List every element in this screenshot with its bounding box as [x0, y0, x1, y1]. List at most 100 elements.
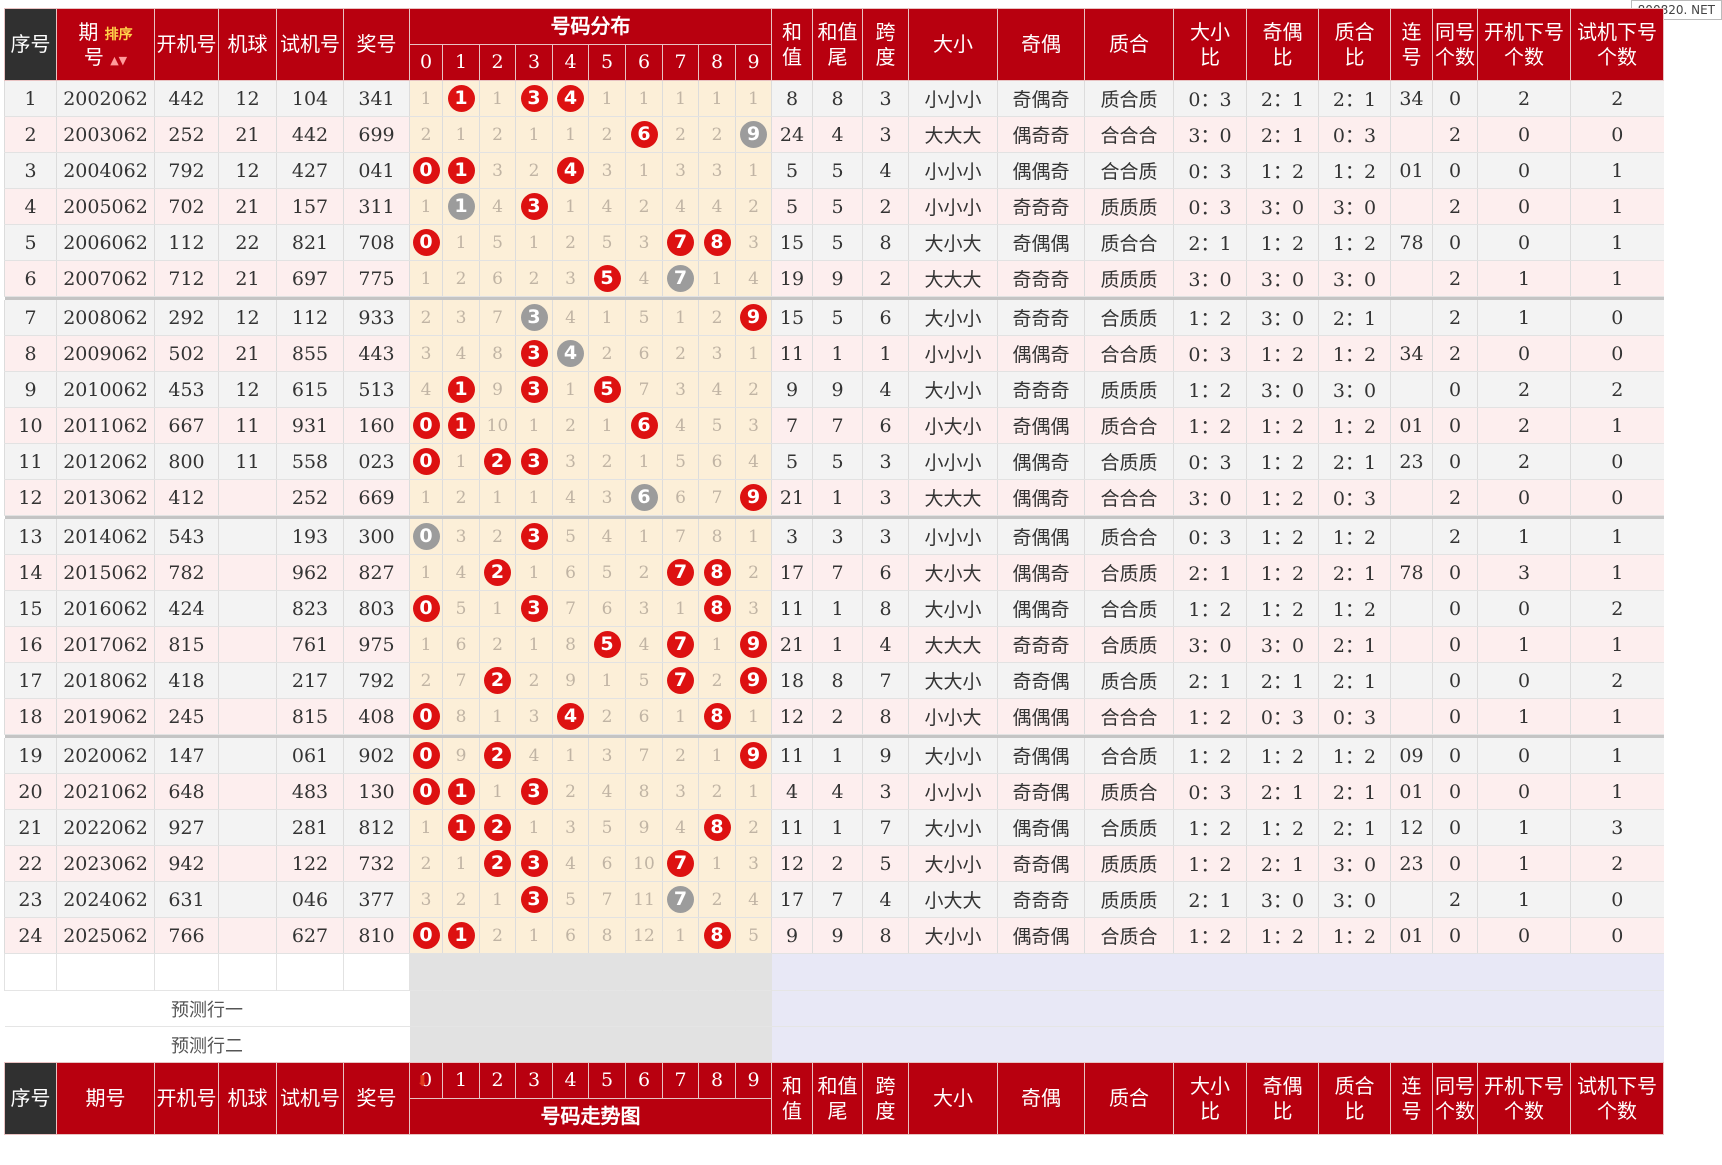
prediction-distribution-cell[interactable]	[662, 1026, 699, 1063]
input-distribution-cell[interactable]	[698, 953, 736, 991]
prediction-distribution-cell[interactable]	[588, 1026, 626, 1063]
table-row[interactable]: 16 2017062 815 761 975 1 6 2 1 8 5 4 7 1 9 21 1 4 大大大 奇奇奇 合质…	[4, 626, 1664, 663]
prediction-distribution-cell[interactable]	[625, 990, 663, 1027]
prediction-distribution-cell[interactable]	[735, 990, 772, 1027]
table-row[interactable]: 7 2008062 292 12 112 933 2 3 7 3 4 1 5 1 2 9 15 5 6 大小小 奇奇奇合…	[4, 300, 1664, 336]
table-row[interactable]: 4 2005062 702 21 157 311 1 1 4 3 1 4 2 4 4 2 5 5 2 小小小 奇奇奇 质质…	[4, 188, 1664, 225]
input-distribution-cell[interactable]	[515, 953, 553, 991]
group-separator-cell	[4, 515, 1664, 519]
odd-even-pattern-cell: 偶偶奇	[997, 554, 1085, 591]
table-row[interactable]: 22 2023062 942 122 732 2 1 2 3 4 6 10 7 1 3 12 2 5 大小小 奇奇偶质…	[4, 845, 1664, 882]
prediction-distribution-cell[interactable]	[515, 1026, 553, 1063]
omission-count: 4	[675, 196, 686, 217]
table-row[interactable]: 3 2004062 792 12 427 041 0 1 3 2 4 3 1 3 3 1 5 5 4 小小小 偶偶奇 合合…	[4, 152, 1664, 189]
draw-number-cell: 442	[154, 80, 219, 117]
table-row[interactable]: 2 2003062 252 21 442 699 2 1 2 1 1 2 6 2 2 9 24 4 3 大大大 偶奇奇合…	[4, 116, 1664, 153]
input-cell[interactable]	[343, 953, 410, 991]
omission-count: 1	[492, 88, 503, 109]
table-row[interactable]: 20 2021062 648 483 130 0 1 1 3 2 4 8 3 2 1 4 4 3 小小小 奇奇偶 质质合…	[4, 773, 1664, 810]
prime-ratio-cell: 1：2	[1318, 738, 1391, 774]
input-distribution-cell[interactable]	[735, 953, 772, 991]
prediction-distribution-cell[interactable]	[442, 1026, 480, 1063]
table-row[interactable]: 14 2015062 782 962 827 1 4 2 1 6 5 2 7 8 2 17 7 6 大小大 偶偶奇 合质…	[4, 554, 1664, 591]
prediction-row[interactable]: 预测行一	[4, 990, 1664, 1027]
input-distribution-cell[interactable]	[588, 953, 626, 991]
prediction-distribution-cell[interactable]	[698, 1026, 736, 1063]
prediction-row[interactable]: 预测行二	[4, 1026, 1664, 1063]
distribution-cell: 1	[662, 80, 699, 117]
input-cell[interactable]	[4, 953, 57, 991]
table-row[interactable]: 1 2002062 442 12 104 341 1 1 1 3 4 1 1 1 1 1 8 8 3 小小小 奇偶奇 质合…	[4, 80, 1664, 117]
prediction-distribution-cell[interactable]	[588, 990, 626, 1027]
input-distribution-cell[interactable]	[552, 953, 589, 991]
table-row[interactable]: 17 2018062 418 217 792 2 7 2 2 9 1 5 7 2 9 18 8 7 大大小 奇奇偶 质合…	[4, 662, 1664, 699]
input-distribution-cell[interactable]	[442, 953, 480, 991]
footer-machine-ball-header-text: 机球	[227, 1086, 268, 1110]
sort-arrows-icon[interactable]: ▲▼	[110, 53, 128, 67]
size-ratio-cell: 1：2	[1173, 845, 1247, 882]
omission-count: 3	[601, 745, 613, 766]
prediction-distribution-cell[interactable]	[515, 990, 553, 1027]
prediction-distribution-cell[interactable]	[625, 1026, 663, 1063]
drawn-ball-icon: 1	[447, 778, 475, 805]
table-row[interactable]: 8 2009062 502 21 855 443 3 4 8 3 4 2 6 2 3 1 11 1 1 小小小 偶偶奇合…	[4, 335, 1664, 372]
draw-number-cell: 424	[154, 590, 219, 627]
input-cell[interactable]	[218, 953, 277, 991]
size-pattern-cell: 大小小	[908, 300, 998, 336]
input-distribution-cell[interactable]	[479, 953, 516, 991]
footer-sum-header: 和值	[771, 1062, 813, 1135]
table-row[interactable]: 11 2012062 800 11 558 023 0 1 2 3 3 2 1 5 6 4 5 5 3 小小小 偶偶奇合…	[4, 443, 1664, 480]
sum-cell: 5	[771, 188, 813, 225]
prediction-distribution-cell[interactable]	[552, 990, 589, 1027]
table-row[interactable]: 21 2022062 927 281 812 1 1 2 1 3 5 9 4 8 2 11 1 7 大小小 偶奇偶 合质…	[4, 809, 1664, 846]
distribution-cell: 1	[625, 519, 663, 555]
input-cell[interactable]	[276, 953, 344, 991]
same-count-cell: 2	[1432, 479, 1478, 516]
input-row[interactable]	[4, 953, 1664, 991]
prediction-distribution-cell[interactable]	[442, 990, 480, 1027]
draw-next-count-cell: 1	[1477, 698, 1571, 735]
prediction-row-label: 预测行一	[4, 990, 410, 1027]
table-row[interactable]: 13 2014062 543 193 300 0 3 2 3 5 4 1 7 8 1 3 3 3 小小小 奇偶偶 质合合…	[4, 519, 1664, 555]
test-number-cell: 157	[276, 188, 344, 225]
draw-next-count-cell: 3	[1477, 554, 1571, 591]
table-row[interactable]: 5 2006062 112 22 821 708 0 1 5 1 2 5 3 7 8 3 15 5 8 大小大 奇偶偶质…	[4, 224, 1664, 261]
input-distribution-cell[interactable]	[625, 953, 663, 991]
omission-count: 4	[565, 307, 576, 328]
table-row[interactable]: 18 2019062 245 815 408 0 8 1 3 4 2 6 1 8 1 12 2 8 小小大 偶偶偶 合合…	[4, 698, 1664, 735]
input-cell[interactable]	[154, 953, 219, 991]
prime-pattern-cell: 质合合	[1084, 519, 1174, 555]
input-distribution-cell[interactable]	[662, 953, 699, 991]
sum-cell: 15	[771, 300, 813, 336]
prediction-distribution-cell[interactable]	[552, 1026, 589, 1063]
down-arrow-icon[interactable]: ⬇	[416, 1072, 429, 1090]
input-distribution-cell[interactable]	[409, 953, 443, 991]
distribution-cell: 9	[735, 662, 772, 699]
distribution-cell: 2	[662, 116, 699, 153]
table-row[interactable]: 15 2016062 424 823 803 0 5 1 3 7 6 3 1 8 3 11 1 8 大小小 偶偶奇 合合…	[4, 590, 1664, 627]
prediction-distribution-cell[interactable]	[662, 990, 699, 1027]
input-cell[interactable]	[56, 953, 155, 991]
prediction-distribution-cell[interactable]	[735, 1026, 772, 1063]
prediction-distribution-cell[interactable]	[409, 1026, 443, 1063]
table-row[interactable]: 12 2013062 412 252 669 1 2 1 1 4 3 6 6 7 9 21 1 3 大大大 偶偶奇 合合…	[4, 479, 1664, 516]
omission-count: 3	[455, 307, 467, 328]
table-row[interactable]: 19 2020062 147 061 902 0 9 2 4 1 3 7 2 1 9 11 1 9 大小小 奇偶偶 合合…	[4, 738, 1664, 774]
table-row[interactable]: 23 2024062 631 046 377 3 2 1 3 5 7 11 7 2 4 17 7 4 小大大 奇奇奇质…	[4, 881, 1664, 918]
drawn-ball-icon: 8	[703, 559, 731, 586]
table-row[interactable]: 24 2025062 766 627 810 0 1 2 1 6 8 12 1 8 5 9 9 8 大小小 偶奇偶 合质…	[4, 917, 1664, 954]
prediction-distribution-cell[interactable]	[409, 990, 443, 1027]
period-header[interactable]: 期 排序号 ▲▼	[56, 8, 155, 81]
table-row[interactable]: 6 2007062 712 21 697 775 1 2 6 2 3 5 4 7 1 4 19 9 2 大大大 奇奇奇质…	[4, 260, 1664, 297]
prediction-distribution-cell[interactable]	[479, 1026, 516, 1063]
sort-button[interactable]: 排序	[104, 26, 133, 43]
table-row[interactable]: 9 2010062 453 12 615 513 4 1 9 3 1 5 7 3 4 2 9 9 4 大小小 奇奇奇 质质…	[4, 371, 1664, 408]
table-row[interactable]: 10 2011062 667 11 931 160 0 1 10 1 2 1 6 4 5 3 7 7 6 小大小 奇偶偶…	[4, 407, 1664, 444]
omission-count: 7	[711, 487, 723, 508]
prediction-distribution-cell[interactable]	[698, 990, 736, 1027]
prediction-distribution-cell[interactable]	[479, 990, 516, 1027]
footer-sum-tail-header: 和值尾	[812, 1062, 863, 1135]
drawn-ball-icon: 2	[484, 814, 511, 841]
test-number-cell: 217	[276, 662, 344, 699]
draw-number-cell: 112	[154, 224, 219, 261]
